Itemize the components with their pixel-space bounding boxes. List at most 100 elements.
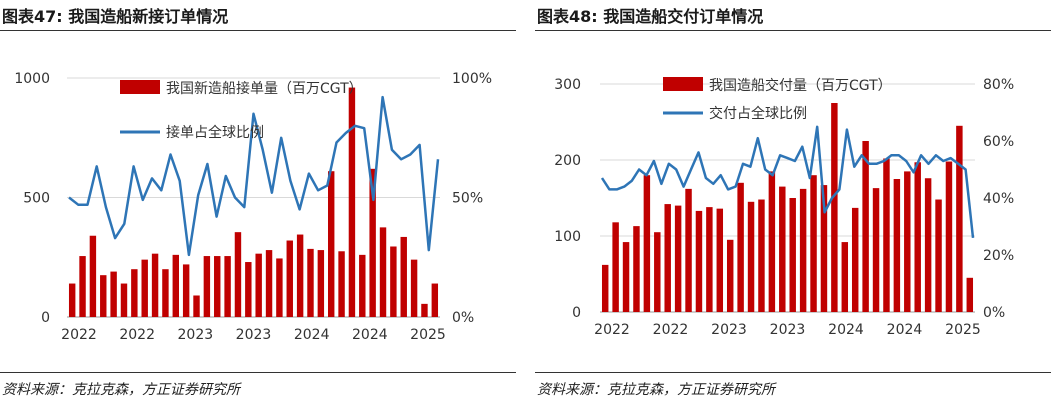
bar xyxy=(276,258,283,317)
right-chart-panel: 图表48: 我国造船交付订单情况 300 200 100 0 80% 60% 40% 20% 0… xyxy=(535,0,1051,405)
bar xyxy=(79,256,86,317)
bar xyxy=(172,254,180,317)
bar xyxy=(162,269,169,317)
bar xyxy=(410,259,418,317)
bar xyxy=(245,262,252,317)
bar xyxy=(956,125,963,312)
bar xyxy=(601,264,609,312)
bar xyxy=(286,240,293,317)
bar xyxy=(317,250,325,317)
bar xyxy=(214,256,221,317)
right-axis-tick-label: 60% xyxy=(983,134,1014,150)
right-axis-tick-label: 0% xyxy=(983,305,1005,321)
bar xyxy=(924,178,932,312)
bar xyxy=(674,205,682,312)
x-axis-tick-label: 2023 xyxy=(711,322,747,338)
x-axis-tick-label: 2025 xyxy=(945,322,981,338)
bar xyxy=(110,271,117,317)
bar xyxy=(431,283,439,317)
bar xyxy=(820,185,828,312)
new-orders-chart: 1000 500 0 100% 50% 0% 2022 2022 2023 2023 2024 202… xyxy=(14,71,492,343)
x-axis-tick-label: 2022 xyxy=(594,322,630,338)
source-note: 资料来源：克拉克森，方正证券研究所 xyxy=(537,382,775,398)
x-axis-tick-label: 2022 xyxy=(61,327,97,343)
bar xyxy=(841,242,849,312)
bar xyxy=(966,277,974,312)
chart-title: 图表48: 我国造船交付订单情况 xyxy=(537,7,764,26)
bar xyxy=(120,283,128,317)
legend-bar-label: 我国造船交付量（百万CGT） xyxy=(709,77,892,94)
bar xyxy=(327,171,335,317)
bar xyxy=(799,188,807,312)
bar xyxy=(369,168,376,317)
legend-line-label: 交付占全球比例 xyxy=(709,105,807,122)
bar xyxy=(664,204,671,312)
x-axis-tick-label: 2022 xyxy=(653,322,689,338)
bar xyxy=(141,259,148,317)
x-axis-tick-label: 2024 xyxy=(887,322,923,338)
left-axis-tick-label: 0 xyxy=(41,310,50,326)
bar xyxy=(810,175,817,312)
bar xyxy=(296,234,304,317)
right-axis-tick-label: 40% xyxy=(983,191,1014,207)
title-rule xyxy=(0,30,516,31)
share-line xyxy=(68,95,440,257)
legend-bar-swatch xyxy=(663,77,703,91)
bar xyxy=(789,198,796,312)
bar xyxy=(68,283,76,317)
bar xyxy=(695,210,703,312)
bar xyxy=(654,232,661,312)
source-note: 资料来源：克拉克森，方正证券研究所 xyxy=(2,382,240,398)
bar xyxy=(893,179,901,312)
left-axis-tick-label: 300 xyxy=(554,77,581,93)
x-axis-tick-label: 2023 xyxy=(178,327,214,343)
bar xyxy=(883,158,890,312)
left-axis-tick-label: 500 xyxy=(23,191,50,207)
bar xyxy=(904,171,911,312)
bar xyxy=(737,182,744,312)
bar xyxy=(945,161,953,312)
share-line xyxy=(600,125,975,239)
left-chart-panel: 图表47: 我国造船新接订单情况 1000 500 0 100% 50% 0% 2022 20… xyxy=(0,0,516,405)
x-axis-tick-label: 2023 xyxy=(770,322,806,338)
legend-line-label: 接单占全球比例 xyxy=(166,124,264,141)
bar xyxy=(379,227,387,317)
bar xyxy=(400,236,407,317)
bar xyxy=(255,253,262,317)
left-axis-tick-label: 100 xyxy=(554,229,581,245)
left-axis-tick-label: 1000 xyxy=(14,71,50,87)
bar xyxy=(872,188,880,312)
bar xyxy=(716,208,724,312)
legend-bar-swatch xyxy=(120,80,160,94)
right-axis-tick-label: 20% xyxy=(983,248,1014,264)
bar xyxy=(265,250,273,317)
bar xyxy=(421,303,428,317)
bar xyxy=(203,256,211,317)
bar xyxy=(224,256,231,317)
source-rule xyxy=(535,372,1051,373)
bar xyxy=(851,207,859,312)
chart-title: 图表47: 我国造船新接订单情况 xyxy=(2,7,229,26)
bar xyxy=(706,207,713,312)
bar xyxy=(935,199,942,312)
x-axis-tick-label: 2023 xyxy=(236,327,272,343)
bar xyxy=(768,171,776,312)
bar xyxy=(338,251,345,317)
bar xyxy=(151,253,159,317)
bar xyxy=(100,275,107,317)
x-axis-tick-label: 2025 xyxy=(410,327,446,343)
x-axis-tick-label: 2022 xyxy=(119,327,155,343)
bar xyxy=(643,175,651,312)
bar xyxy=(779,186,786,312)
source-rule xyxy=(0,372,516,373)
bar xyxy=(831,103,838,312)
bar xyxy=(633,226,640,312)
bar xyxy=(359,254,366,317)
left-axis-tick-label: 0 xyxy=(572,305,581,321)
bar xyxy=(348,87,356,317)
bar xyxy=(685,188,692,312)
bar xyxy=(234,232,242,317)
right-axis-tick-label: 80% xyxy=(983,77,1014,93)
left-axis-tick-label: 200 xyxy=(554,153,581,169)
deliveries-chart: 300 200 100 0 80% 60% 40% 20% 0% 2022 2022 2023 2023… xyxy=(554,77,1014,338)
